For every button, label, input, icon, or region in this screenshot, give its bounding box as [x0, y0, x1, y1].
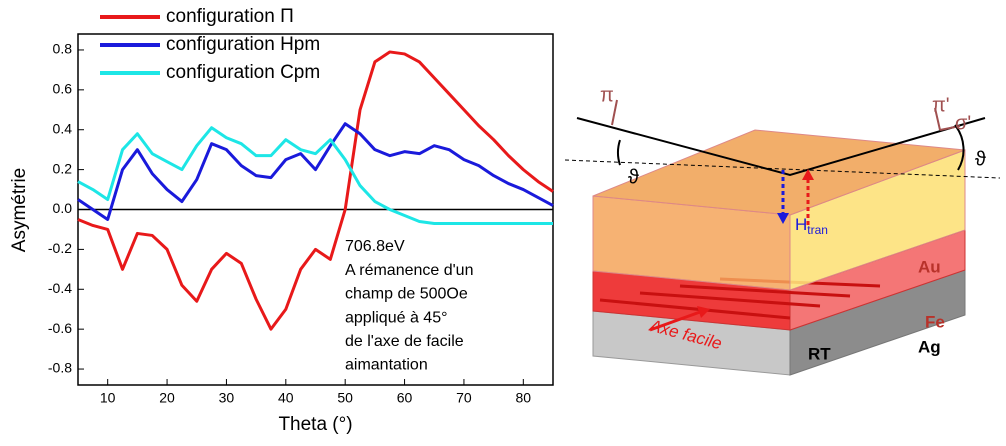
series-line — [77, 126, 553, 225]
pi-prime-arrow — [934, 107, 941, 131]
y-tick-label: 0.6 — [53, 81, 73, 97]
sigma-prime-label: σ' — [955, 112, 971, 134]
fe-label: Fe — [925, 312, 945, 331]
x-tick-label: 20 — [159, 390, 175, 406]
annotation: de l'axe de facile — [345, 333, 464, 350]
theta-label: ϑ — [628, 166, 639, 188]
h-arrow-head — [777, 213, 789, 224]
y-tick-label: -0.4 — [48, 280, 72, 296]
h-arrow-up-head — [802, 169, 814, 180]
x-tick-label: 60 — [397, 390, 413, 406]
x-tick-label: 10 — [100, 390, 116, 406]
y-tick-label: 0.8 — [53, 41, 73, 57]
y-tick-label: 0.2 — [53, 160, 73, 176]
h-sub: tran — [807, 223, 828, 237]
y-tick-label: 0.4 — [53, 120, 73, 136]
rt-label: RT — [808, 344, 831, 363]
easy-arrow-head — [697, 306, 710, 318]
h-label: Htran — [795, 215, 828, 237]
pi-label: π — [600, 84, 614, 106]
ag-label: Ag — [918, 337, 941, 356]
legend-label: configuration Π — [166, 6, 294, 27]
y-tick-label: -0.2 — [48, 240, 72, 256]
annotation: appliqué à 45° — [345, 309, 447, 326]
x-axis-title: Theta (°) — [278, 414, 352, 435]
theta-arc — [954, 124, 965, 171]
legend-label: configuration Cpm — [166, 62, 320, 83]
series-line — [77, 122, 554, 221]
diagram: π ϑ Htran π' σ' ϑ Au Fe Ag RT Axe facile — [564, 84, 1001, 376]
theta-arc — [617, 139, 621, 166]
stripe — [639, 291, 821, 308]
legend-label: configuration Hpm — [166, 34, 320, 55]
y-axis-title: Asymétrie — [9, 168, 30, 252]
stripe — [679, 284, 851, 298]
au-label: Au — [918, 257, 941, 276]
x-tick-label: 40 — [278, 390, 294, 406]
y-tick-label: -0.8 — [48, 360, 72, 376]
h-main: H — [795, 215, 807, 234]
y-tick-label: -0.6 — [48, 320, 72, 336]
series-line — [77, 50, 554, 331]
annotation: 706.8eV — [345, 238, 405, 255]
theta-label: ϑ — [975, 148, 986, 170]
x-tick-label: 80 — [516, 390, 532, 406]
annotation: champ de 500Oe — [345, 286, 468, 303]
stripe — [599, 298, 791, 320]
x-tick-label: 50 — [337, 390, 353, 406]
surface-line — [564, 159, 1001, 179]
beam — [576, 117, 986, 177]
pi-prime-label: π' — [932, 94, 950, 116]
easy-arrow — [649, 310, 701, 332]
x-tick-label: 30 — [219, 390, 235, 406]
y-tick-label: 0.0 — [53, 200, 73, 216]
x-tick-label: 70 — [456, 390, 472, 406]
pi-arrow — [611, 99, 618, 126]
annotation: A rémanence d'un — [345, 262, 473, 279]
annotation: aimantation — [345, 357, 428, 374]
